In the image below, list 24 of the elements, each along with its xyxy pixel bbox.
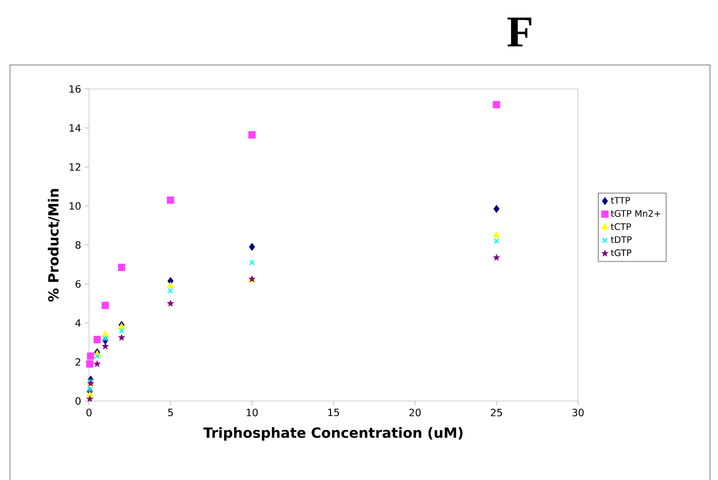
legend-label: tCTP — [610, 223, 631, 230]
x-tick-label: 15 — [328, 408, 339, 416]
legend-label: tDTP — [610, 236, 632, 243]
legend-label: tGTP — [610, 249, 632, 256]
x-tick-label: 0 — [86, 408, 92, 416]
x-tick-label: 10 — [246, 408, 258, 416]
y-axis-title: % Product/Min — [48, 189, 60, 302]
y-tick-label: 6 — [76, 280, 81, 288]
y-tick-label: 16 — [70, 85, 81, 93]
x-tick-label: 30 — [572, 408, 584, 416]
x-axis-title: Triphosphate Concentration (uM) — [203, 427, 463, 441]
y-tick-label: 10 — [70, 202, 81, 210]
y-tick-label: 0 — [76, 397, 81, 405]
chart-title: F — [507, 18, 532, 46]
legend-label: tTTP — [610, 197, 630, 204]
y-tick-label: 4 — [75, 319, 81, 327]
legend-label: tGTP Mn2+ — [610, 210, 660, 217]
y-tick-label: 14 — [70, 124, 81, 132]
x-tick-label: 5 — [168, 408, 173, 416]
x-tick-label: 25 — [490, 408, 502, 416]
x-tick-label: 20 — [409, 408, 421, 416]
y-tick-label: 8 — [76, 241, 81, 249]
y-tick-label: 12 — [70, 163, 80, 171]
y-tick-label: 2 — [76, 358, 80, 366]
